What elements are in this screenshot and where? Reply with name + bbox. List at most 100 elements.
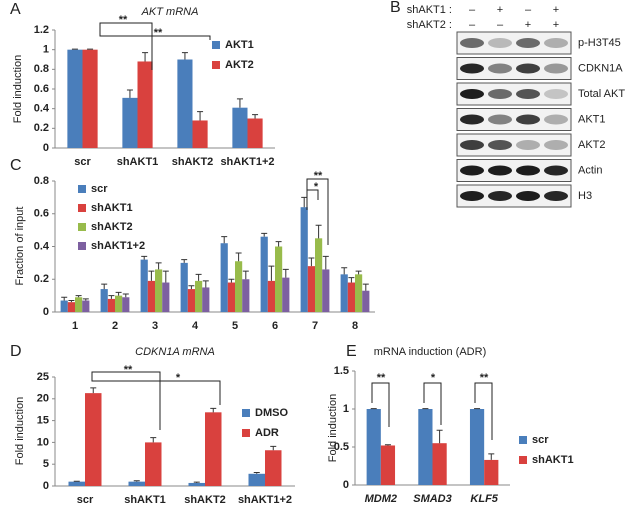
- y-axis-label: Fold induction: [14, 397, 26, 466]
- x-tick-label: shAKT2: [172, 156, 214, 168]
- annotation: **: [124, 364, 133, 376]
- error-bar: [270, 445, 277, 451]
- x-tick-label: 1: [72, 320, 78, 332]
- y-tick-label: 0: [343, 479, 349, 491]
- legend-swatch: [242, 429, 250, 437]
- bar: [140, 259, 148, 312]
- annotation: *: [176, 372, 181, 384]
- x-tick-label: SMAD3: [413, 493, 452, 505]
- error-bar: [221, 236, 228, 244]
- blot-row-label: Total AKT: [578, 88, 625, 100]
- bar: [68, 481, 85, 486]
- blot-strip: [456, 82, 572, 106]
- legend-label: shAKT1: [532, 454, 574, 466]
- blot-strip: [456, 31, 572, 55]
- blot-band: [544, 165, 568, 176]
- blot-band: [544, 89, 568, 99]
- y-tick-label: 0.8: [34, 175, 49, 187]
- error-bar: [348, 277, 355, 283]
- error-bar: [61, 296, 68, 301]
- bar: [432, 443, 447, 485]
- legend-swatch: [78, 185, 86, 193]
- significance-bracket: [91, 371, 161, 430]
- legend-swatch: [78, 242, 86, 250]
- error-bar: [253, 471, 260, 474]
- blot-band: [488, 114, 512, 125]
- error-bar: [181, 52, 188, 60]
- error-bar: [355, 270, 362, 275]
- significance-bracket: [371, 382, 390, 427]
- annotation: **: [314, 170, 323, 182]
- blot-band: [488, 191, 512, 201]
- blot-band: [544, 191, 568, 201]
- bar: [82, 49, 98, 148]
- x-tick-label: shAKT2: [184, 494, 226, 506]
- error-bar: [150, 437, 157, 443]
- error-bar: [308, 257, 315, 267]
- error-bar: [155, 262, 162, 270]
- blot-band: [516, 191, 540, 201]
- error-bar: [82, 298, 89, 301]
- blot-row-label: H3: [578, 190, 592, 202]
- y-axis-label: Fold induction: [12, 55, 24, 124]
- blot-condition-label: shAKT2 :: [407, 19, 452, 31]
- y-tick-label: 1: [343, 403, 349, 415]
- y-tick-label: 15: [37, 415, 49, 427]
- bar: [242, 279, 250, 312]
- error-bar: [90, 387, 97, 394]
- y-tick-label: 0.6: [34, 83, 49, 95]
- error-bar: [195, 273, 202, 281]
- annotation: *: [431, 372, 436, 384]
- legend-swatch: [78, 204, 86, 212]
- blot-band: [460, 191, 484, 201]
- legend-label: shAKT2: [91, 221, 133, 233]
- bar: [469, 409, 485, 485]
- error-bar: [133, 480, 140, 482]
- error-bar: [193, 481, 200, 483]
- bar: [355, 274, 363, 312]
- bar: [282, 277, 290, 312]
- bar: [177, 59, 193, 148]
- x-tick-label: shAKT1: [124, 494, 166, 506]
- blot-row-label: AKT1: [578, 113, 606, 125]
- blot-band: [516, 63, 540, 74]
- y-tick-label: 5: [43, 458, 49, 470]
- blot-band: [460, 165, 484, 176]
- bar: [128, 481, 145, 486]
- significance-bracket: [99, 30, 211, 40]
- bar: [155, 269, 163, 312]
- legend-swatch: [212, 41, 220, 49]
- bar: [67, 49, 83, 148]
- error-bar: [101, 283, 108, 290]
- x-tick-label: 8: [352, 320, 358, 332]
- y-tick-label: 0.6: [34, 208, 49, 220]
- y-tick-label: 20: [37, 393, 49, 405]
- error-bar: [261, 232, 268, 237]
- blot-band: [460, 63, 484, 74]
- bar: [300, 207, 308, 312]
- bar: [82, 300, 90, 312]
- blot-condition-mark: –: [469, 4, 476, 16]
- error-bar: [197, 111, 204, 121]
- x-tick-label: shAKT1+2: [238, 494, 292, 506]
- y-tick-label: 1.5: [334, 365, 349, 377]
- x-tick-label: 4: [192, 320, 199, 332]
- legend-label: ADR: [255, 427, 279, 439]
- bar: [227, 282, 235, 312]
- error-bar: [252, 114, 259, 119]
- legend-swatch: [519, 456, 527, 464]
- blot-strip: [456, 57, 572, 80]
- bar: [122, 97, 138, 148]
- y-tick-label: 0.2: [34, 122, 49, 134]
- error-bar: [188, 285, 195, 290]
- error-bar: [362, 283, 369, 291]
- blot-band: [460, 38, 484, 48]
- x-tick-label: 6: [272, 320, 278, 332]
- y-tick-label: 0.2: [34, 273, 49, 285]
- annotation: *: [314, 181, 319, 193]
- bar: [195, 280, 203, 312]
- blot-condition-mark: +: [497, 4, 503, 16]
- bar: [347, 282, 355, 312]
- error-bar: [202, 280, 209, 288]
- x-tick-label: 7: [312, 320, 318, 332]
